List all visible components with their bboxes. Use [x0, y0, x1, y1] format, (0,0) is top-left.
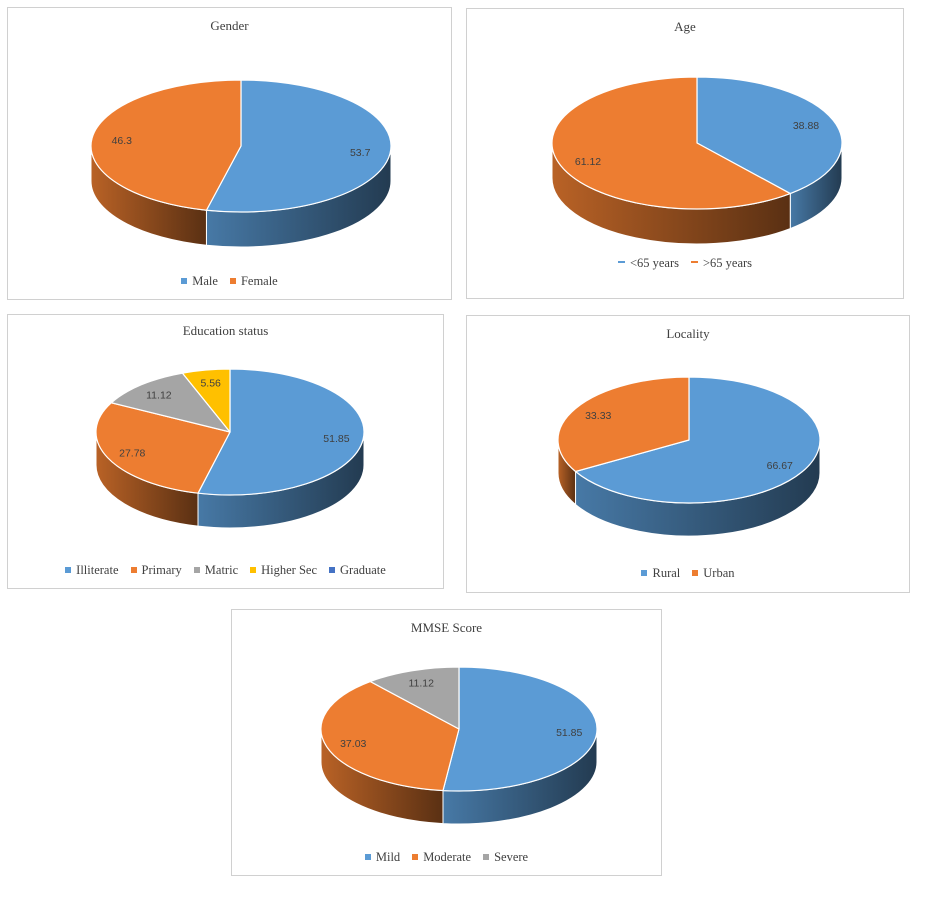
legend-item-rural: Rural: [641, 566, 680, 581]
legend-swatch: [250, 567, 257, 574]
locality-chart-panel: Locality 66.67 33.33 Rural Urban: [466, 315, 910, 593]
legend-label: Matric: [204, 563, 239, 577]
legend-label: <65 years: [629, 256, 679, 270]
data-label-moderate: 37.03: [340, 738, 366, 750]
pie-slice-rural: [574, 376, 821, 504]
age-chart-panel: Age 38.88 61.12 <65 years >65 years: [466, 8, 904, 299]
pie-slice-moderate: [320, 680, 460, 792]
legend-swatch: [641, 570, 648, 577]
legend-label: Male: [192, 274, 218, 288]
legend-swatch: [329, 567, 336, 574]
legend-swatch: [691, 261, 698, 264]
chart-title: Education status: [182, 323, 269, 338]
pie-plot: 51.85 37.03 11.12: [320, 666, 598, 825]
pie-plot: 66.67 33.33: [557, 376, 821, 537]
data-label-primary: 27.78: [119, 448, 145, 460]
chart-legend: Illiterate Primary Matric Higher Sec Graduat…: [8, 563, 443, 578]
legend-item-male: Male: [181, 274, 218, 289]
legend-label: Higher Sec: [261, 563, 318, 577]
legend-swatch: [412, 854, 419, 861]
chart-title: Locality: [666, 326, 710, 341]
legend-label: Primary: [141, 563, 182, 577]
pie-plot: 38.88 61.12: [551, 76, 843, 245]
pie-slice-mild: [442, 666, 598, 792]
legend-label: Urban: [703, 566, 735, 580]
legend-swatch: [617, 261, 625, 264]
chart-legend: Male Female: [8, 274, 451, 289]
legend-swatch: [692, 570, 699, 577]
mmse-chart-panel: MMSE Score 51.85 37.03 11.12 Mild Moderate S…: [231, 609, 662, 876]
legend-item-severe: Severe: [483, 850, 528, 865]
data-label-rural: 66.67: [767, 460, 793, 472]
legend-item-matric: Matric: [193, 563, 239, 578]
legend-swatch: [130, 567, 137, 574]
chart-title: Age: [674, 19, 696, 34]
pie-plot: 53.7 46.3: [90, 79, 392, 248]
gender-chart-panel: Gender 53.7 46.3 Male Female: [7, 7, 452, 300]
legend-swatch: [193, 567, 200, 574]
legend-item-graduate: Graduate: [329, 563, 386, 578]
pie-slice-primary: [95, 402, 231, 494]
legend-item-urban: Urban: [692, 566, 735, 581]
chart-legend: Rural Urban: [467, 566, 909, 581]
data-label-female: 46.3: [112, 135, 133, 147]
legend-label: Female: [240, 274, 278, 288]
pie-slice-female: [90, 79, 242, 211]
pie-slice-illiterate: [197, 368, 365, 496]
data-label-65-years: 61.12: [575, 156, 601, 168]
data-label-male: 53.7: [350, 147, 371, 159]
legend-swatch: [181, 278, 188, 285]
chart-legend: Mild Moderate Severe: [232, 850, 661, 865]
legend-item-female: Female: [229, 274, 278, 289]
data-label-65-years: 38.88: [793, 120, 819, 132]
data-label-illiterate: 51.85: [323, 433, 349, 445]
legend-label: Rural: [652, 566, 681, 580]
pie-slice-male: [205, 79, 392, 213]
chart-legend: <65 years >65 years: [467, 256, 903, 271]
pie-slice-65-years: [551, 76, 791, 210]
data-label-urban: 33.33: [585, 410, 611, 422]
data-label-severe: 11.12: [408, 677, 434, 689]
chart-title: Gender: [210, 18, 249, 33]
legend-item-higher-sec: Higher Sec: [250, 563, 317, 578]
legend-swatch: [364, 854, 371, 861]
pie-slice-higher-sec: [181, 368, 231, 433]
data-label-mild: 51.85: [556, 727, 582, 739]
legend-item-illiterate: Illiterate: [65, 563, 119, 578]
legend-label: Graduate: [340, 563, 386, 577]
legend-label: Moderate: [423, 850, 472, 864]
pie-plot: 51.85 27.78 11.12 5.56: [95, 368, 365, 529]
chart-title: MMSE Score: [410, 620, 483, 635]
data-label-matric: 11.12: [146, 389, 172, 401]
legend-label: Mild: [375, 850, 401, 864]
legend-swatch: [65, 567, 72, 574]
pie-slice-urban: [557, 376, 690, 473]
education-chart-panel: Education status 51.85 27.78 11.12 5.56 Ill…: [7, 314, 444, 589]
legend-item-65-years: <65 years: [617, 256, 679, 271]
pie-slice-matric: [110, 372, 231, 433]
data-label-higher-sec: 5.56: [200, 377, 221, 389]
pie-slice-severe: [369, 666, 460, 730]
legend-label: Severe: [494, 850, 529, 864]
pie-slice-65-years: [696, 76, 843, 195]
legend-swatch: [483, 854, 490, 861]
legend-label: >65 years: [703, 256, 753, 270]
legend-swatch: [229, 278, 236, 285]
legend-item-moderate: Moderate: [412, 850, 471, 865]
legend-label: Illiterate: [76, 563, 119, 577]
legend-item-65-years: >65 years: [691, 256, 752, 271]
legend-item-mild: Mild: [364, 850, 401, 865]
legend-item-primary: Primary: [130, 563, 182, 578]
